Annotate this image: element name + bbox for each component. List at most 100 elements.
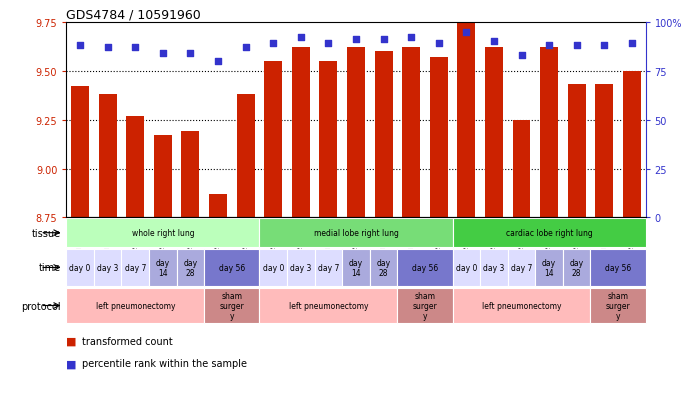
- Bar: [402, 48, 420, 218]
- Point: [130, 45, 141, 51]
- Bar: [370, 249, 397, 287]
- Text: day 0: day 0: [456, 263, 477, 272]
- Bar: [452, 249, 480, 287]
- Point: [322, 41, 334, 47]
- Text: sham
surger
y: sham surger y: [413, 291, 438, 320]
- Text: transformed count: transformed count: [82, 336, 172, 346]
- Bar: [260, 249, 287, 287]
- Text: sham
surger
y: sham surger y: [606, 291, 630, 320]
- Bar: [315, 249, 342, 287]
- Point: [350, 37, 362, 44]
- Text: day 7: day 7: [124, 263, 146, 272]
- Text: day
28: day 28: [570, 258, 584, 278]
- Bar: [237, 95, 255, 218]
- Bar: [66, 288, 205, 323]
- Text: day 7: day 7: [318, 263, 339, 272]
- Point: [102, 45, 113, 51]
- Text: day 3: day 3: [483, 263, 505, 272]
- Text: sham
surger
y: sham surger y: [219, 291, 244, 320]
- Text: day 56: day 56: [218, 263, 245, 272]
- Bar: [563, 249, 591, 287]
- Point: [212, 59, 223, 65]
- Text: day 56: day 56: [605, 263, 631, 272]
- Bar: [540, 48, 558, 218]
- Bar: [512, 120, 530, 218]
- Text: day
14: day 14: [156, 258, 170, 278]
- Point: [461, 29, 472, 36]
- Point: [378, 37, 389, 44]
- Bar: [260, 218, 452, 248]
- Bar: [205, 249, 260, 287]
- Bar: [375, 52, 392, 218]
- Bar: [397, 249, 452, 287]
- Text: left pneumonectomy: left pneumonectomy: [289, 301, 368, 310]
- Text: day 7: day 7: [511, 263, 532, 272]
- Bar: [265, 62, 282, 218]
- Bar: [347, 48, 365, 218]
- Text: day 0: day 0: [69, 263, 91, 272]
- Text: cardiac lobe right lung: cardiac lobe right lung: [506, 229, 593, 237]
- Bar: [342, 249, 370, 287]
- Point: [599, 43, 610, 50]
- Bar: [480, 249, 507, 287]
- Point: [489, 39, 500, 45]
- Point: [75, 43, 86, 50]
- Bar: [121, 249, 149, 287]
- Bar: [209, 195, 227, 218]
- Bar: [260, 288, 397, 323]
- Text: ■: ■: [66, 336, 77, 346]
- Bar: [591, 288, 646, 323]
- Bar: [457, 23, 475, 218]
- Bar: [507, 249, 535, 287]
- Bar: [485, 48, 503, 218]
- Text: day
14: day 14: [349, 258, 363, 278]
- Bar: [595, 85, 614, 218]
- Text: whole right lung: whole right lung: [131, 229, 194, 237]
- Bar: [623, 71, 641, 218]
- Bar: [320, 62, 337, 218]
- Bar: [535, 249, 563, 287]
- Text: day 3: day 3: [290, 263, 311, 272]
- Bar: [66, 218, 260, 248]
- Text: protocol: protocol: [21, 301, 61, 311]
- Text: tissue: tissue: [31, 228, 61, 238]
- Point: [185, 51, 196, 57]
- Text: time: time: [38, 263, 61, 273]
- Point: [267, 41, 279, 47]
- Bar: [452, 218, 646, 248]
- Bar: [591, 249, 646, 287]
- Bar: [98, 95, 117, 218]
- Point: [516, 52, 527, 59]
- Text: ■: ■: [66, 358, 77, 368]
- Point: [406, 35, 417, 42]
- Point: [544, 43, 555, 50]
- Bar: [205, 288, 260, 323]
- Bar: [452, 288, 591, 323]
- Bar: [94, 249, 121, 287]
- Text: day 3: day 3: [97, 263, 119, 272]
- Bar: [292, 48, 310, 218]
- Text: day 0: day 0: [262, 263, 284, 272]
- Text: left pneumonectomy: left pneumonectomy: [482, 301, 561, 310]
- Text: left pneumonectomy: left pneumonectomy: [96, 301, 175, 310]
- Bar: [430, 58, 447, 218]
- Point: [295, 35, 306, 42]
- Bar: [567, 85, 586, 218]
- Bar: [287, 249, 315, 287]
- Text: day
28: day 28: [184, 258, 198, 278]
- Text: day 56: day 56: [412, 263, 438, 272]
- Text: day
14: day 14: [542, 258, 556, 278]
- Text: medial lobe right lung: medial lobe right lung: [313, 229, 399, 237]
- Text: GDS4784 / 10591960: GDS4784 / 10591960: [66, 9, 201, 21]
- Text: day
28: day 28: [376, 258, 391, 278]
- Point: [433, 41, 445, 47]
- Bar: [154, 136, 172, 218]
- Bar: [177, 249, 205, 287]
- Bar: [126, 116, 144, 218]
- Point: [157, 51, 168, 57]
- Bar: [149, 249, 177, 287]
- Bar: [397, 288, 452, 323]
- Point: [240, 45, 251, 51]
- Bar: [71, 87, 89, 218]
- Bar: [181, 132, 200, 218]
